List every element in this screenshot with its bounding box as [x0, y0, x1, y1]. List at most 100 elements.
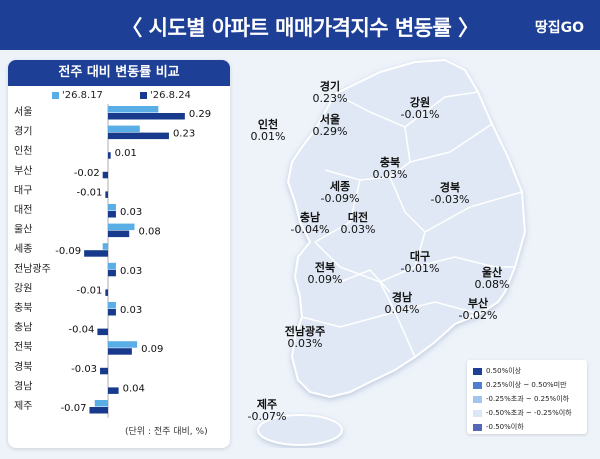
bar-curr	[108, 348, 132, 355]
category-label: 대전	[14, 204, 32, 216]
bar-curr	[102, 171, 108, 179]
bar-curr	[105, 289, 108, 296]
bar-curr	[108, 269, 116, 277]
bar-prev	[108, 204, 116, 211]
bar-prev	[108, 106, 159, 113]
bar-curr	[108, 387, 119, 394]
region-name: 강원	[409, 96, 431, 109]
legend-item-curr: '26.8.24	[140, 90, 191, 101]
legend-label-prev: '26.8.17	[62, 90, 103, 101]
region-value: -0.09%	[320, 192, 360, 205]
value-label: 0.03	[120, 305, 142, 316]
value-label: -0.01	[76, 187, 102, 198]
page-title: 〈 시도별 아파트 매매가격지수 변동률 〉	[121, 16, 479, 40]
region-value: -0.04%	[290, 223, 330, 236]
chart-panel-title: 전주 대비 변동률 비교	[8, 60, 230, 86]
value-label: -0.04	[69, 325, 95, 336]
category-label: 경남	[14, 379, 32, 392]
region-value: -0.07%	[247, 410, 287, 423]
korea-map	[257, 58, 527, 446]
region-value: -0.03%	[430, 193, 470, 206]
bar-curr	[108, 230, 130, 238]
value-label: -0.03	[71, 364, 97, 375]
value-label: 0.23	[173, 129, 195, 140]
region-name: 대전	[347, 211, 369, 224]
legend-swatch-curr	[140, 91, 147, 99]
map-legend-label-2: 0.25%이상 ~ 0.50%미만	[486, 381, 567, 389]
category-label: 제주	[14, 400, 32, 412]
value-label: -0.01	[76, 285, 102, 296]
region-value: 0.08%	[474, 278, 510, 291]
region-value: 0.04%	[384, 303, 420, 316]
value-label: -0.07	[61, 403, 87, 414]
region-value: 0.03%	[372, 168, 408, 181]
region-value: 0.03%	[340, 223, 376, 236]
region-name: 울산	[481, 266, 503, 279]
brand-logo: 땅집GO	[534, 20, 584, 36]
region-name: 부산	[467, 297, 489, 310]
region-name: 경남	[391, 291, 413, 304]
region-value: 0.23%	[312, 92, 348, 105]
bar-prev	[108, 125, 140, 133]
region-name: 경북	[439, 181, 461, 194]
bar-curr	[108, 113, 185, 120]
region-name: 경기	[319, 80, 341, 93]
category-label: 강원	[14, 282, 32, 294]
jeju-shape	[257, 414, 343, 446]
chart-panel	[8, 60, 230, 448]
bar-curr	[108, 309, 116, 316]
map-legend: 0.50%이상 0.25%이상 ~ 0.50%미만 -0.25%초과 ~ 0.2…	[467, 360, 587, 434]
map-legend-row-2: 0.25%이상 ~ 0.50%미만	[473, 380, 567, 390]
category-label: 경기	[14, 125, 32, 138]
map-legend-label-5: -0.50%이하	[486, 423, 524, 431]
bar-curr	[108, 132, 169, 140]
legend-label-curr: '26.8.24	[150, 90, 191, 101]
region-value: 0.03%	[287, 337, 323, 350]
region-value: -0.02%	[458, 309, 498, 322]
category-label: 경북	[14, 360, 32, 373]
bar-curr	[108, 211, 116, 218]
category-label: 울산	[14, 224, 32, 236]
region-name: 제주	[256, 398, 278, 411]
map-legend-row-1: 0.50%이상	[473, 366, 521, 376]
map-legend-row-5: -0.50%이하	[473, 422, 524, 432]
region-name: 대구	[409, 250, 431, 263]
value-label: 0.01	[115, 148, 137, 159]
value-label: 0.09	[141, 344, 163, 355]
unit-note: (단위 : 전주 대비, %)	[125, 427, 208, 437]
bar-prev	[94, 400, 108, 407]
legend-item-prev: '26.8.17	[52, 90, 103, 101]
region-value: 0.09%	[307, 273, 343, 286]
region-value: -0.01%	[400, 108, 440, 121]
category-label: 대구	[14, 184, 32, 196]
region-name: 서울	[319, 113, 341, 126]
bar-prev	[108, 302, 116, 309]
legend-swatch-prev	[52, 91, 59, 99]
region-value: 0.01%	[250, 130, 286, 143]
category-label: 서울	[14, 106, 32, 118]
region-name: 인천	[257, 118, 279, 131]
map-legend-swatch-1	[473, 367, 482, 375]
category-label: 전남광주	[14, 263, 51, 275]
value-label: -0.09	[55, 246, 81, 257]
category-label: 전북	[14, 341, 32, 353]
region-name: 충남	[299, 211, 321, 224]
category-label: 충남	[14, 322, 32, 334]
map-legend-label-4: -0.50%초과 ~ -0.25%이하	[486, 409, 572, 417]
bar-chart: 서울 0.29 경기 0.23 인천 0.01 부산 -0.02 대구 -0.01 대전 0.03 울산…	[14, 104, 211, 418]
region-name: 세종	[329, 180, 351, 193]
map-legend-row-4: -0.50%초과 ~ -0.25%이하	[473, 408, 572, 418]
bar-prev	[102, 243, 108, 250]
bar-curr	[89, 407, 108, 414]
map-legend-label-1: 0.50%이상	[486, 367, 522, 375]
map-legend-swatch-2	[473, 381, 482, 389]
category-label: 충북	[14, 302, 32, 314]
bar-prev	[108, 341, 138, 348]
region-name: 전남광주	[284, 325, 326, 338]
bar-curr	[100, 367, 108, 375]
bar-prev	[108, 223, 135, 231]
region-value: 0.29%	[312, 125, 348, 138]
bar-curr	[108, 152, 111, 159]
mainland-shape	[286, 58, 527, 399]
bar-curr	[97, 328, 108, 336]
